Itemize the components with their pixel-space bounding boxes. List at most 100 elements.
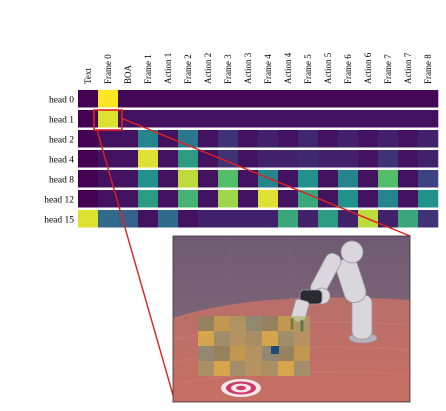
attention-patch [246, 346, 262, 361]
heatmap-cell [158, 110, 179, 128]
heatmap-cell [238, 110, 259, 128]
heatmap-cell [298, 190, 319, 208]
heatmap-cell [178, 150, 199, 168]
column-label: Frame 1 [143, 54, 153, 84]
column-labels: Text Frame 0 BOA Frame 1 Action 1 Frame 2 Acti… [83, 52, 433, 84]
heatmap-cell [318, 130, 339, 148]
heatmap-cell [198, 110, 219, 128]
heatmap-cell [358, 130, 379, 148]
row-label: head 2 [49, 135, 74, 145]
column-label: Frame 6 [343, 54, 353, 84]
heatmap-cell [138, 110, 159, 128]
heatmap-cell [198, 90, 219, 108]
heatmap-cell [278, 130, 299, 148]
heatmap-cell [138, 170, 159, 188]
column-label: Frame 3 [223, 54, 233, 84]
heatmap-cell [138, 190, 159, 208]
heatmap-cell [398, 190, 419, 208]
attention-patch [230, 346, 246, 361]
heatmap-cell [158, 130, 179, 148]
heatmap-cell [138, 150, 159, 168]
heatmap-cell [298, 130, 319, 148]
heatmap-cell [78, 90, 99, 108]
heatmap-cell [418, 110, 439, 128]
zoom-line-right [120, 117, 411, 237]
heatmap-cell [218, 90, 239, 108]
heatmap-cell [98, 150, 119, 168]
attention-patch [294, 331, 310, 346]
heatmap-cell [178, 110, 199, 128]
heatmap-cell [238, 190, 259, 208]
heatmap-cell [358, 110, 379, 128]
heatmap-cell [278, 150, 299, 168]
heatmap-cell [298, 150, 319, 168]
cube [271, 346, 279, 354]
heatmap-cell [118, 90, 139, 108]
heatmap-cell [98, 210, 119, 228]
heatmap-cell [318, 110, 339, 128]
heatmap-cell [358, 170, 379, 188]
heatmap-cell [338, 110, 359, 128]
heatmap-cell [338, 210, 359, 228]
attention-patch [262, 331, 278, 346]
heatmap-cell [418, 150, 439, 168]
heatmap-cell [78, 190, 99, 208]
heatmap-cell [198, 170, 219, 188]
attention-patch [198, 316, 214, 331]
heatmap-cell [338, 130, 359, 148]
heatmap-cell [378, 90, 399, 108]
heatmap-cell [138, 210, 159, 228]
column-label: Action 6 [363, 52, 373, 84]
heatmap-cell [218, 110, 239, 128]
heatmap-cell [278, 190, 299, 208]
heatmap-cell [238, 150, 259, 168]
attention-patch-overlay [198, 316, 310, 376]
attention-patch [294, 316, 310, 331]
attention-patch [294, 346, 310, 361]
heatmap-cell [158, 170, 179, 188]
attention-patch [262, 316, 278, 331]
heatmap-cell [218, 210, 239, 228]
heatmap-cell [198, 150, 219, 168]
heatmap-cell [178, 190, 199, 208]
column-label: Frame 0 [103, 54, 113, 84]
column-label: Action 7 [403, 52, 413, 84]
target-marker [221, 379, 261, 397]
heatmap-cell [318, 90, 339, 108]
heatmap-cell [418, 90, 439, 108]
heatmap-cell [198, 210, 219, 228]
heatmap-cell [138, 130, 159, 148]
heatmap-cell [318, 210, 339, 228]
heatmap-cell [358, 150, 379, 168]
heatmap-cell [378, 190, 399, 208]
attention-patch [230, 331, 246, 346]
attention-patch [278, 346, 294, 361]
heatmap-cell [158, 190, 179, 208]
attention-patch [278, 331, 294, 346]
heatmap-cell [398, 110, 419, 128]
heatmap-cell [258, 90, 279, 108]
heatmap-cell [318, 150, 339, 168]
heatmap-cell [218, 130, 239, 148]
heatmap-cell [178, 90, 199, 108]
row-labels: head 0 head 1 head 2 head 4 head 8 head 12 hea… [44, 95, 74, 225]
column-label: Action 2 [203, 53, 213, 84]
heatmap-cell [78, 110, 99, 128]
attention-heatmap [78, 90, 439, 228]
heatmap-cell [298, 90, 319, 108]
heatmap-cell [238, 90, 259, 108]
heatmap-cell [118, 150, 139, 168]
heatmap-cell [238, 170, 259, 188]
attention-patch [278, 316, 294, 331]
heatmap-cell [398, 130, 419, 148]
heatmap-cell [318, 190, 339, 208]
heatmap-cell [158, 150, 179, 168]
heatmap-cell [158, 210, 179, 228]
heatmap-cell [78, 210, 99, 228]
heatmap-cell [238, 210, 259, 228]
row-label: head 4 [49, 155, 74, 165]
heatmap-cell [298, 170, 319, 188]
heatmap-cell [338, 150, 359, 168]
heatmap-cell [98, 90, 119, 108]
